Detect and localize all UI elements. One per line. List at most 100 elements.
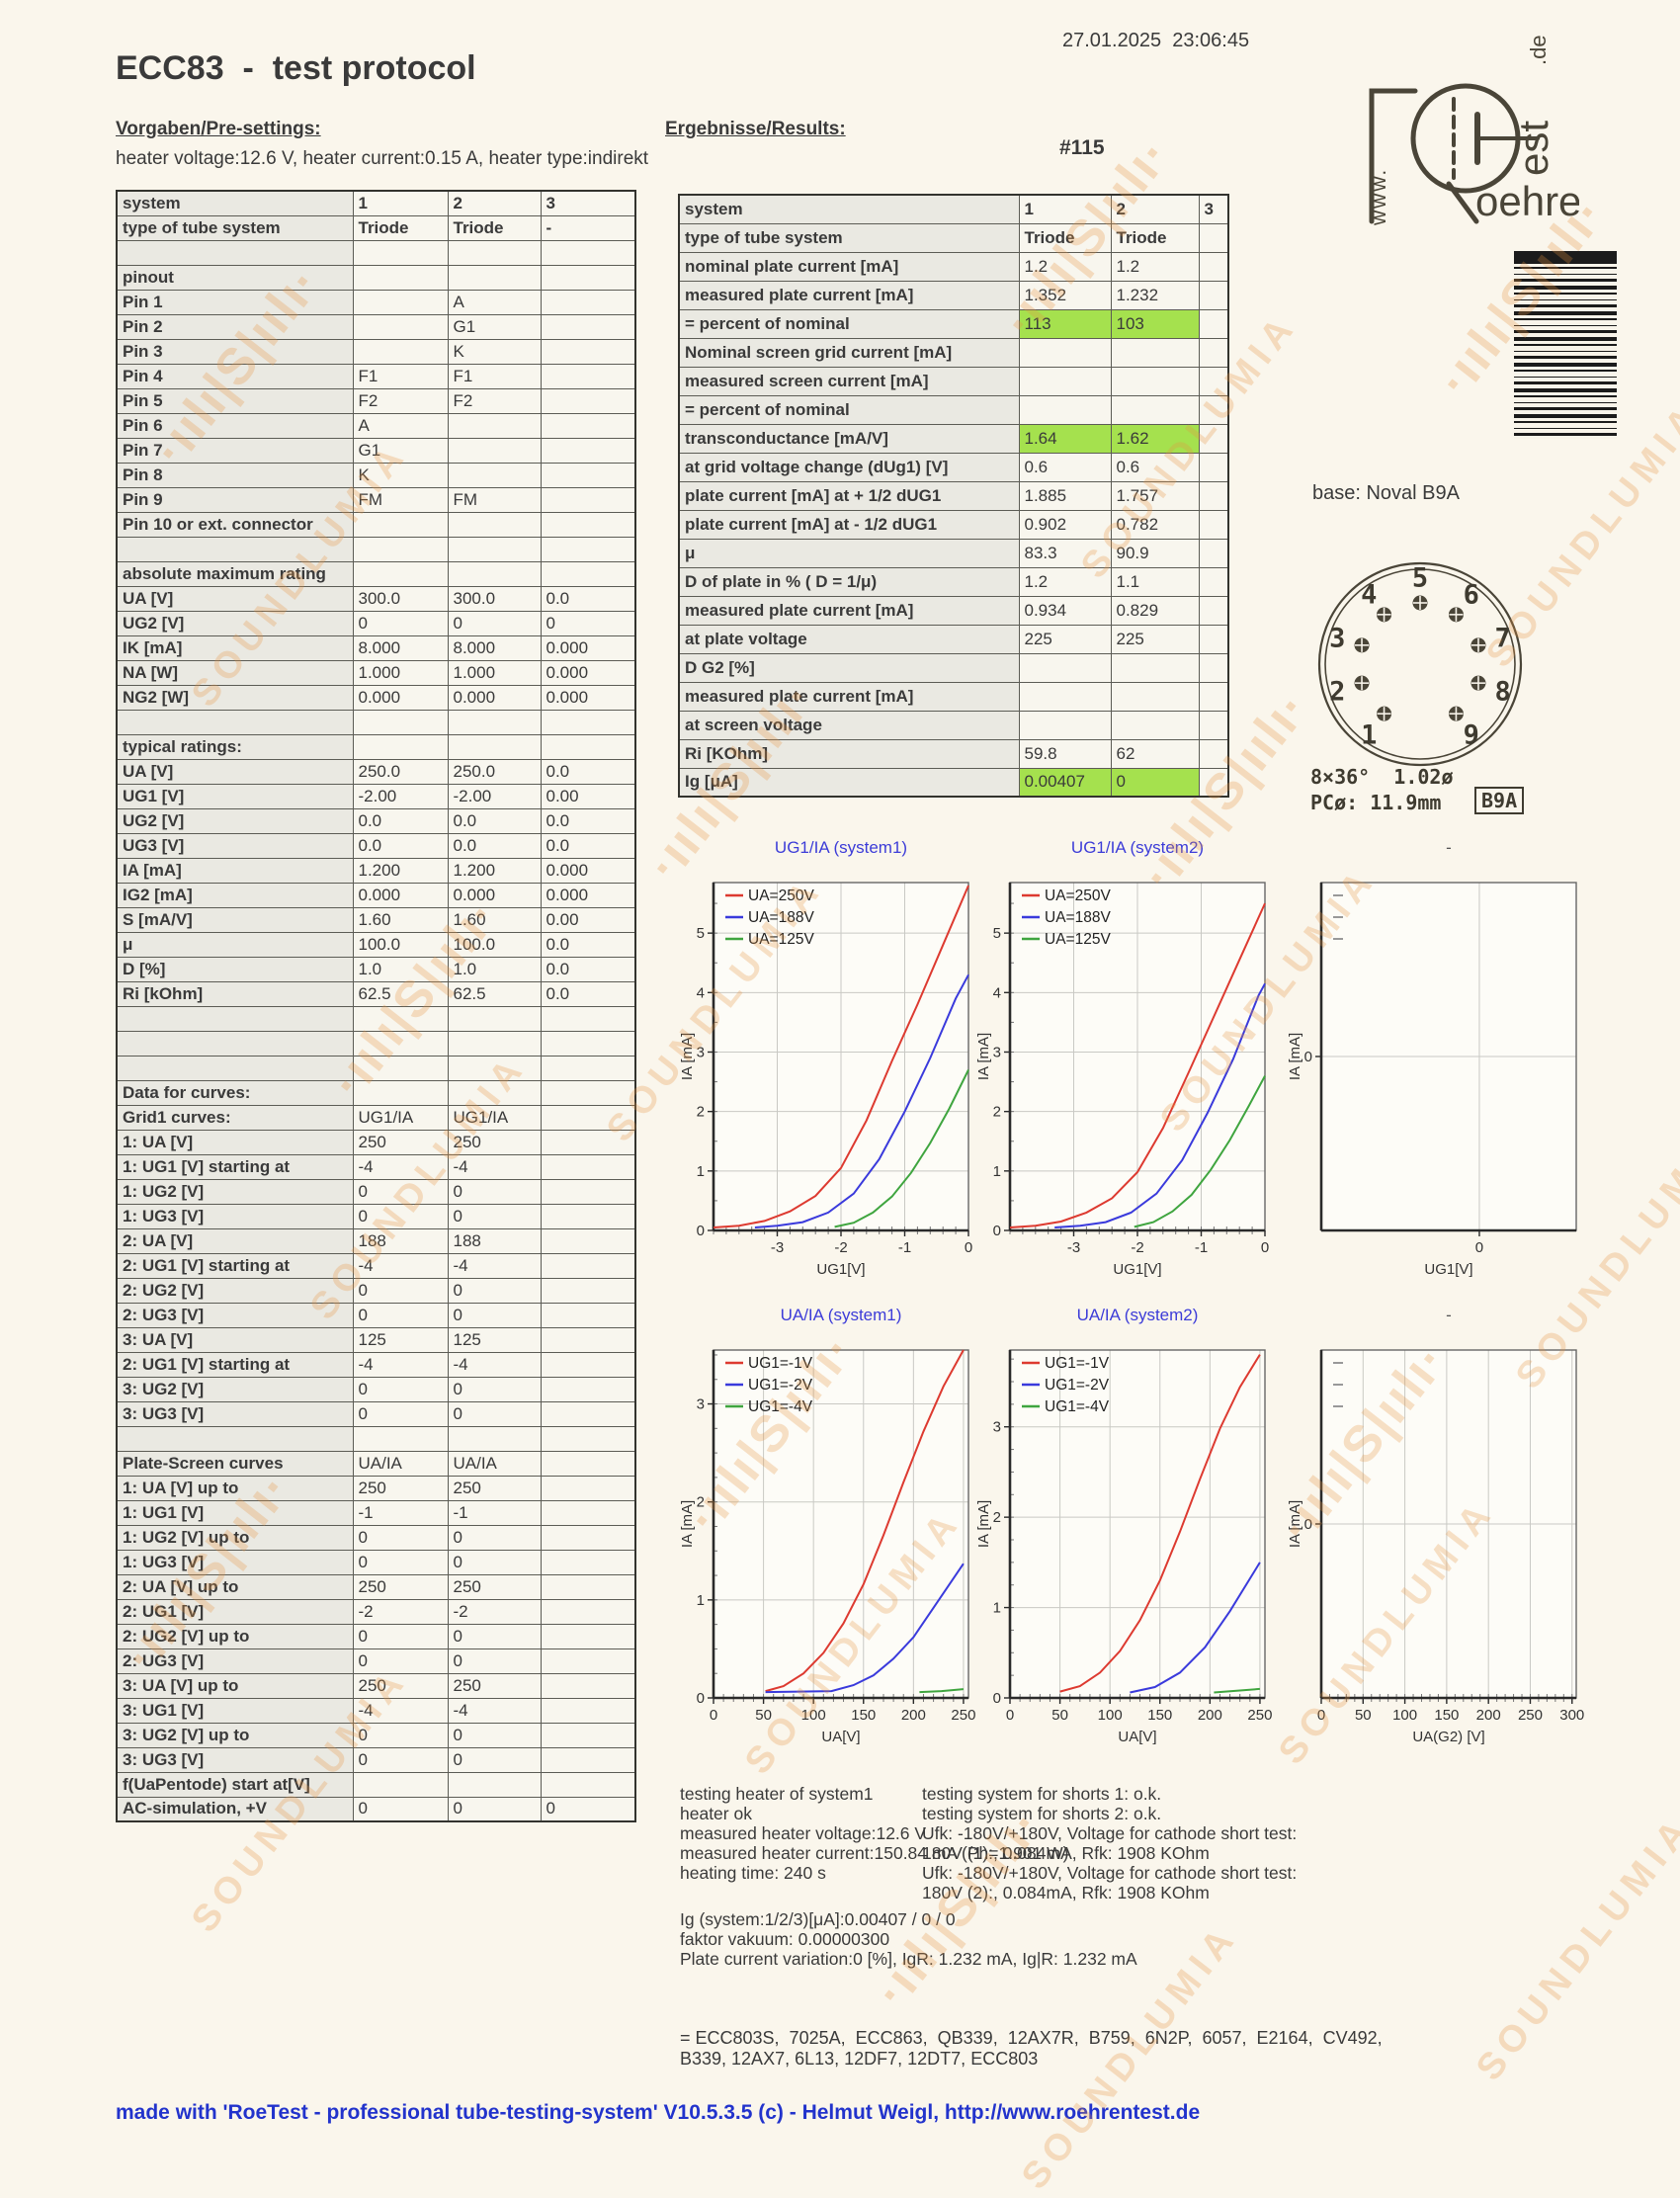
row-value [1110,681,1200,712]
row-value: 0.000 [447,684,542,711]
row-value: -4 [352,1153,449,1180]
svg-text:-1: -1 [898,1239,911,1256]
socket-pin: 6 [1448,579,1479,623]
row-value [540,239,636,266]
row-value: 1.2 [1110,251,1200,282]
row-value [540,486,636,513]
row-value: 2 [1110,194,1200,224]
curve-ua-188v [1054,982,1266,1228]
row-value: 113 [1018,308,1112,339]
svg-text:2: 2 [993,1104,1001,1121]
table-row: system 1 2 3 [116,190,636,216]
row-label: 1: UG3 [V] [116,1203,354,1229]
socket-pin: 3 [1329,623,1370,653]
row-value: 62.5 [447,980,542,1007]
log-line: measured heater current:150.84 mA (Ph=1.… [680,1843,1069,1863]
row-value [540,462,636,488]
row-value: -2.00 [352,783,449,809]
row-value: 62.5 [352,980,449,1007]
legend-entry: UG1=-2V [748,1377,813,1394]
row-value: 0 [352,1648,449,1674]
row-value: 0.000 [447,882,542,908]
row-value: UG1/IA [352,1104,449,1131]
row-label: 2: UG3 [V] [116,1648,354,1674]
socket-pin: 5 [1412,563,1428,611]
table-row: Pin 3 K [116,338,636,365]
curve-ua-250v [1009,902,1266,1228]
svg-text:100: 100 [801,1707,826,1724]
socket-pin-number: 4 [1361,579,1377,610]
row-value [540,1400,636,1427]
table-row: 2: UG1 [V] starting at -4 -4 [116,1252,636,1279]
legend-entry: UA=188V [748,909,814,926]
row-value [540,1598,636,1625]
svg-text:3: 3 [697,1396,705,1413]
row-value [540,733,636,760]
row-value: 0 [447,1524,542,1551]
svg-text:200: 200 [1476,1707,1501,1724]
row-value: 0.0 [352,807,449,834]
row-label: UG3 [V] [116,832,354,859]
row-value [1198,280,1229,310]
svg-text:0: 0 [710,1707,717,1724]
row-value [540,264,636,291]
row-value: -4 [352,1697,449,1724]
row-value [1110,337,1200,368]
row-value: 0.0 [540,585,636,612]
row-value [540,1475,636,1501]
row-label: type of tube system [116,214,354,241]
row-value: 0 [447,1203,542,1229]
socket-pin-number: 3 [1329,623,1345,653]
table-row: Ig [μA] 0.00407 0 [678,767,1229,798]
table-row: 3: UA [V] up to 250 250 [116,1672,636,1699]
row-value [1110,394,1200,425]
row-value: 0.0 [540,807,636,834]
svg-text:50: 50 [1355,1707,1372,1724]
x-axis-label: UG1[V] [1424,1261,1472,1278]
row-value: 0 [447,1302,542,1328]
chart-title: - [1446,1306,1452,1324]
row-value [540,387,636,414]
row-label: NA [W] [116,659,354,686]
row-value [1198,624,1229,654]
row-value: G1 [447,313,542,340]
table-row: Pin 10 or ext. connector [116,511,636,538]
row-value: 0.000 [540,684,636,711]
row-value: 1.885 [1018,480,1112,511]
svg-text:150: 150 [1147,1707,1172,1724]
row-value [1198,394,1229,425]
table-row: transconductance [mA/V] 1.64 1.62 [678,423,1229,454]
row-value: 90.9 [1110,538,1200,568]
row-value [1198,222,1229,253]
row-value [540,1227,636,1254]
svg-text:100: 100 [1098,1707,1123,1724]
row-label: 2: UG1 [V] starting at [116,1252,354,1279]
table-row: Pin 5 F2 F2 [116,387,636,414]
row-value: 3 [540,190,636,216]
row-value: 0 [540,610,636,636]
row-value: FM [352,486,449,513]
row-value: 0 [540,1796,636,1822]
equivalents-list: = ECC803S, 7025A, ECC863, QB339, 12AX7R,… [680,2028,1392,2069]
row-label: measured plate current [mA] [678,280,1020,310]
row-label: IA [mA] [116,857,354,884]
row-label: at grid voltage change (dUg1) [V] [678,452,1020,482]
row-value: 100.0 [447,931,542,958]
row-value [1018,394,1112,425]
row-value [540,412,636,439]
socket-pin-number: 7 [1495,623,1511,653]
row-label: 3: UG2 [V] [116,1376,354,1402]
row-value [352,536,449,562]
row-value: Triode [447,214,542,241]
socket-pin-number: 1 [1361,720,1377,751]
svg-text:200: 200 [901,1707,926,1724]
logo-est: est [1510,121,1556,176]
y-axis-label: IA [mA] [680,1033,696,1080]
row-value [1198,452,1229,482]
row-label: 3: UA [V] up to [116,1672,354,1699]
row-value [1198,767,1229,798]
row-value [1198,538,1229,568]
row-value: 100.0 [352,931,449,958]
row-value: 1.1 [1110,566,1200,597]
row-label: = percent of nominal [678,394,1020,425]
